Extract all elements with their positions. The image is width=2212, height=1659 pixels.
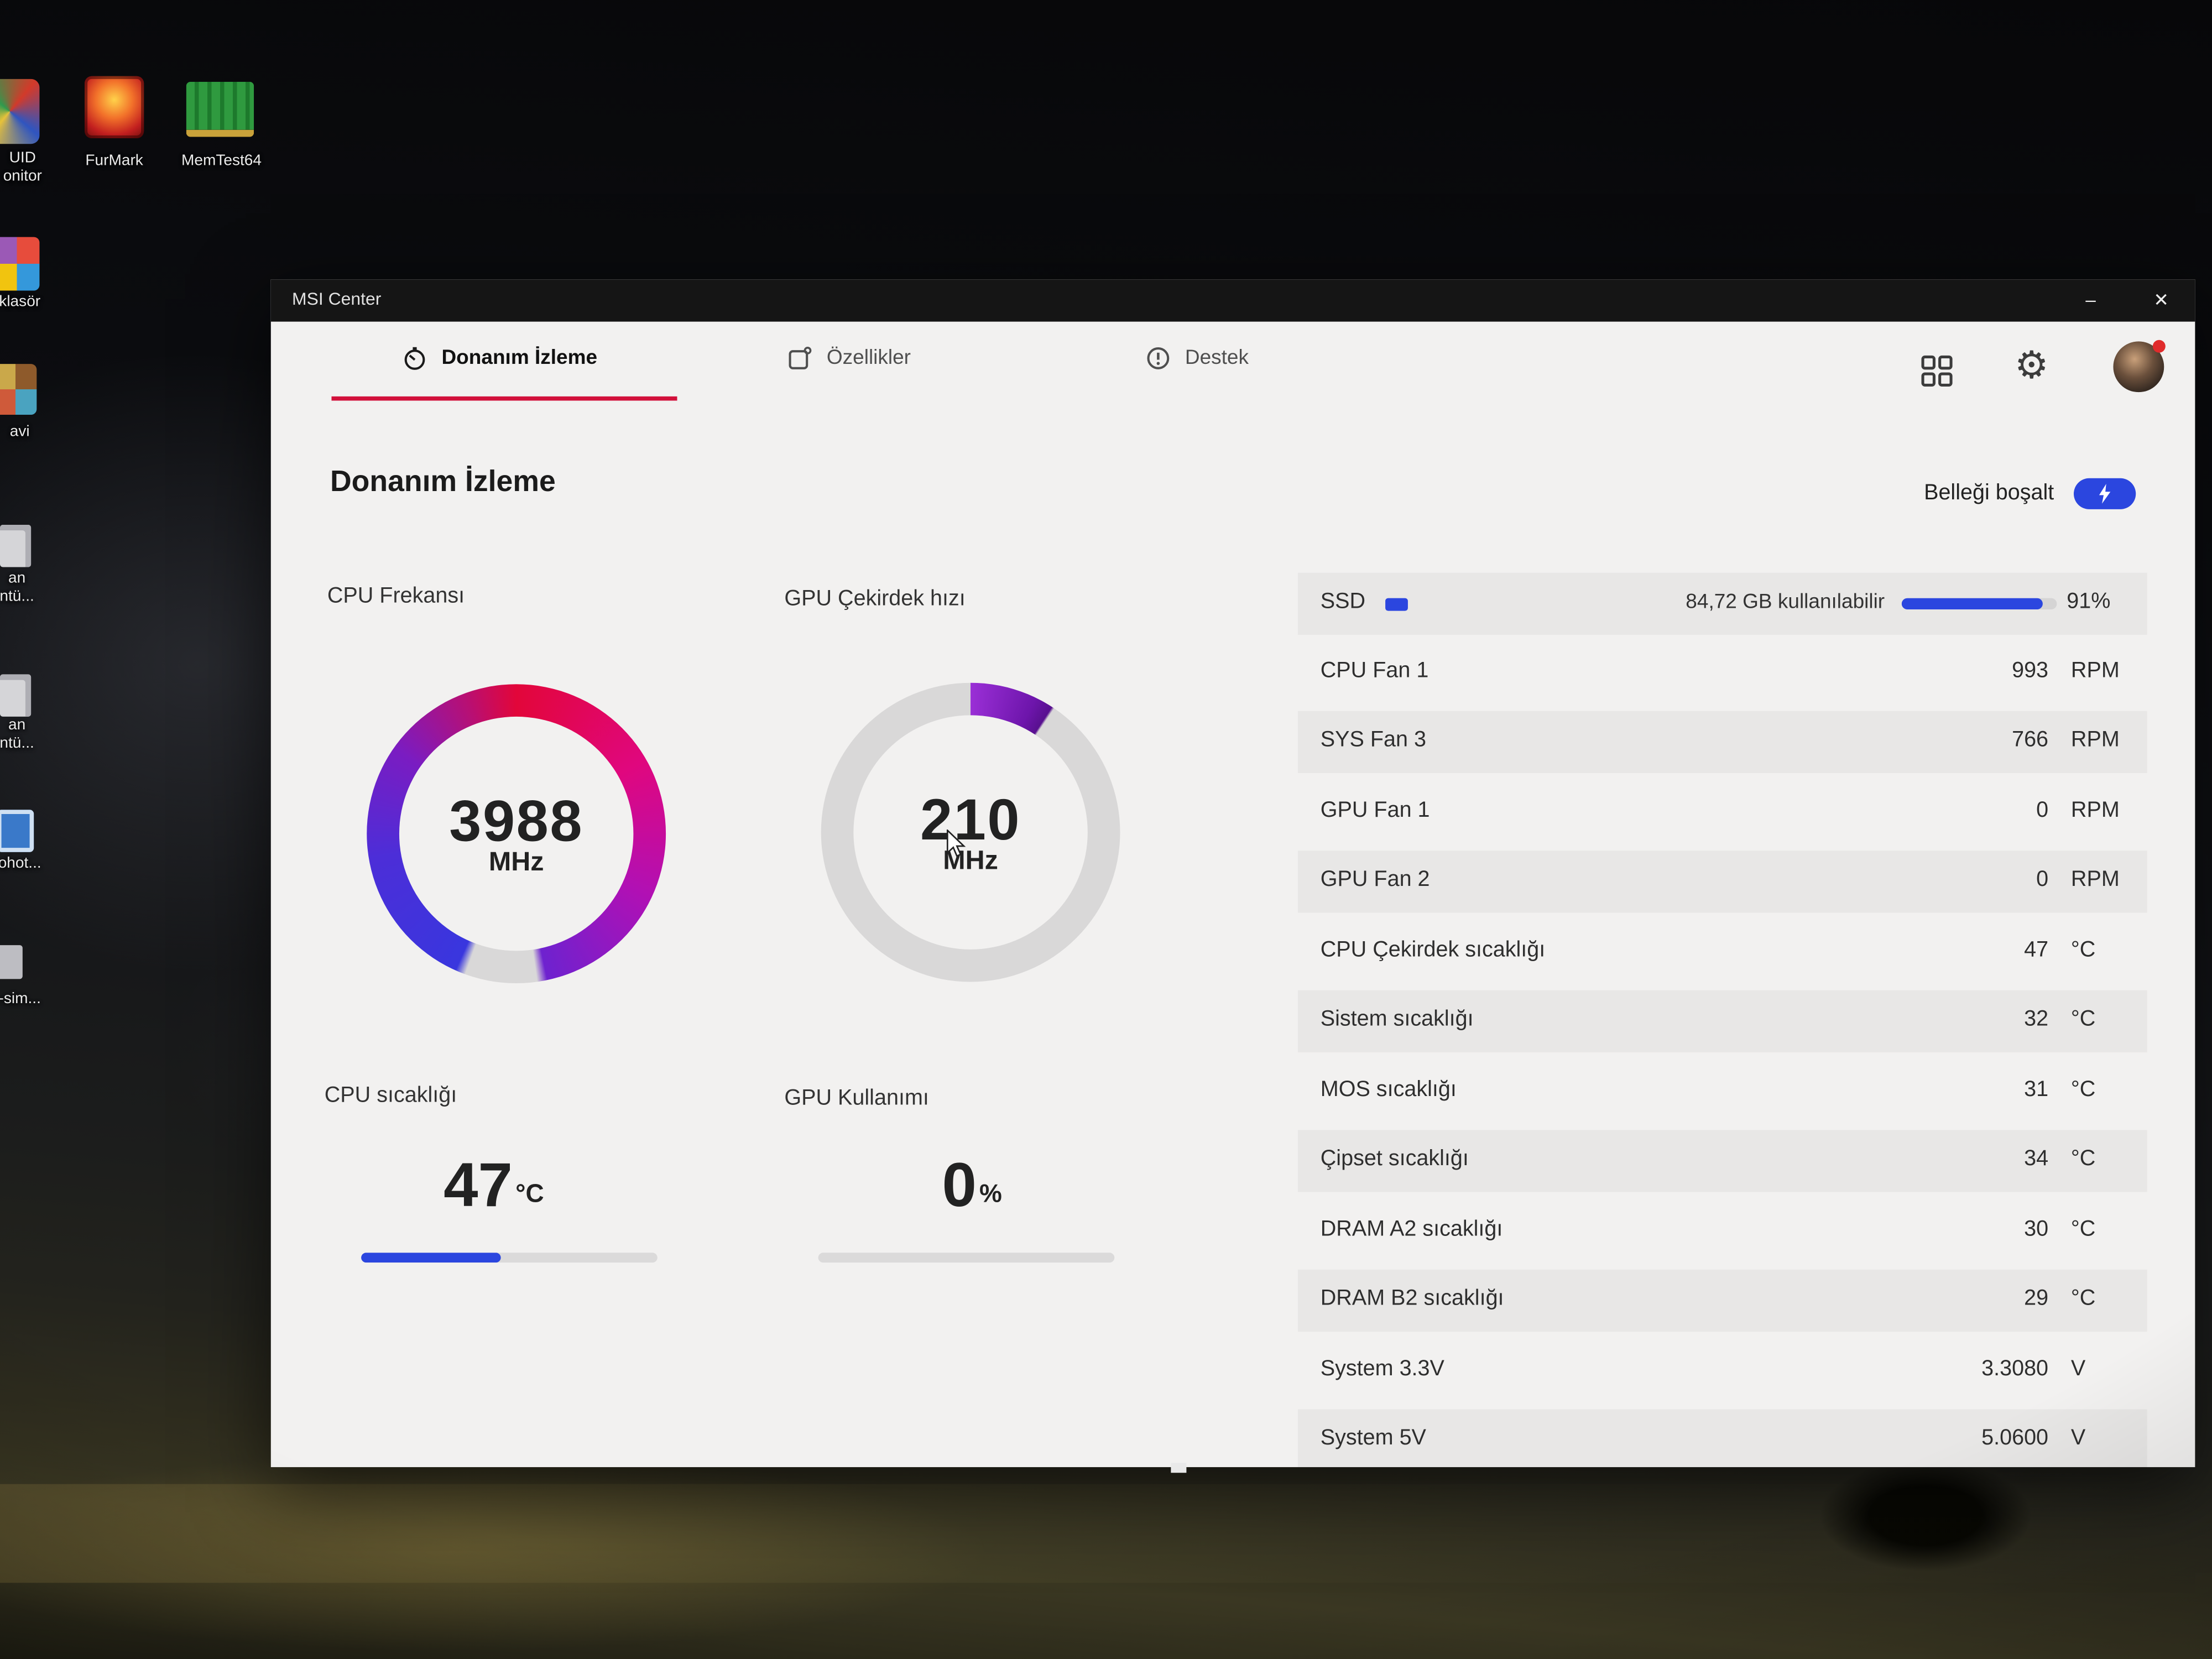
release-memory-button[interactable] (2073, 478, 2136, 509)
desktop-icon-label: avi (9, 423, 30, 440)
gpu-usage-value: 0% (942, 1151, 1002, 1220)
desktop-icon-file[interactable] (0, 674, 32, 717)
desktop-icon-furmark[interactable] (85, 76, 144, 138)
desktop-icon-label: an ntü... (0, 570, 34, 606)
desktop-icon-file[interactable] (0, 524, 32, 567)
gpu-clock-gauge: 210 MHz (821, 682, 1120, 982)
active-tab-underline (331, 396, 677, 401)
sensor-row: DRAM B2 sıcaklığı 29 °C (1297, 1269, 2147, 1332)
lightning-icon (2099, 483, 2111, 504)
ssd-label: SSD (1320, 589, 1366, 614)
desktop-icon-memtest64[interactable] (186, 81, 254, 137)
cpu-frequency-value: 3988 (449, 789, 584, 854)
desktop-icon-label: UID onitor (3, 149, 42, 185)
desktop-icon-label: FurMark (85, 152, 143, 170)
sensor-row: GPU Fan 1 0 RPM (1320, 798, 2120, 823)
settings-gear-icon[interactable]: ⚙ (2014, 344, 2049, 388)
monitor-gauge-icon (402, 346, 427, 371)
sensor-row: MOS sıcaklığı 31 °C (1320, 1077, 2096, 1102)
cpu-frequency-label: CPU Frekansı (327, 584, 465, 608)
gpu-usage-label: GPU Kullanımı (784, 1086, 929, 1110)
cpu-temp-bar (361, 1253, 658, 1263)
desktop-icon-sim[interactable] (0, 945, 23, 979)
sensor-row: GPU Fan 2 0 RPM (1297, 851, 2147, 913)
cpu-temp-label: CPU sıcaklığı (324, 1083, 457, 1108)
window-bottom-notch (1171, 1463, 1187, 1473)
cpu-frequency-gauge: 3988 MHz (367, 684, 666, 984)
desktop-icon-label: an ntü... (0, 716, 34, 752)
cpu-temp-value: 47 °C (444, 1151, 544, 1220)
sensor-row: Çipset sıcaklığı 34 °C (1297, 1130, 2147, 1192)
desktop-icon-cpuid-monitor[interactable] (0, 79, 40, 144)
tab-ozellikler[interactable]: Özellikler (787, 336, 911, 381)
ssd-detail: 84,72 GB kullanılabilir (1686, 591, 1885, 614)
apps-grid-icon[interactable] (1918, 353, 1955, 389)
user-avatar[interactable] (2113, 340, 2166, 393)
ssd-percent: 91% (2067, 589, 2111, 614)
sensor-row: System 3.3V 3.3080 V (1320, 1357, 2086, 1381)
desktop-icon-label: MemTest64 (181, 152, 262, 170)
tab-donanim-izleme[interactable]: Donanım İzleme (402, 336, 597, 381)
mouse-cursor (945, 829, 966, 858)
ssd-usage-bar (1901, 598, 2057, 610)
msi-center-window: MSI Center – ✕ Donanım İzleme Özellikler… (270, 279, 2195, 1468)
minimize-button[interactable]: – (2085, 289, 2096, 311)
sensor-row: CPU Çekirdek sıcaklığı 47 °C (1320, 938, 2096, 962)
sensor-row: CPU Fan 1 993 RPM (1320, 659, 2120, 683)
tab-label: Donanım İzleme (441, 347, 598, 370)
features-icon (787, 346, 812, 371)
cpu-frequency-unit: MHz (488, 848, 544, 878)
gpu-usage-bar (818, 1253, 1115, 1263)
gpu-clock-value: 210 (920, 787, 1021, 852)
window-title: MSI Center (292, 289, 382, 309)
desktop-icon-folder-klasor[interactable] (0, 237, 40, 291)
desktop-icon-label: -sim... (0, 990, 41, 1008)
tab-destek[interactable]: Destek (1145, 336, 1249, 381)
release-memory-label: Belleği boşalt (1924, 481, 2054, 505)
window-titlebar[interactable]: MSI Center – ✕ (270, 279, 2195, 322)
desktop-icon-label: klasör (0, 293, 41, 311)
sensor-row: Sistem sıcaklığı 32 °C (1297, 990, 2147, 1053)
tab-label: Destek (1185, 347, 1249, 370)
tab-label: Özellikler (826, 347, 911, 370)
desktop-icon-photo-app[interactable] (0, 810, 34, 852)
ssd-row: SSD 84,72 GB kullanılabilir 91% (1297, 572, 2147, 635)
sensor-row: SYS Fan 3 766 RPM (1297, 711, 2147, 773)
notification-dot (2152, 340, 2166, 353)
sensor-row: DRAM A2 sıcaklığı 30 °C (1320, 1217, 2096, 1241)
desktop-icon-label: ohot... (0, 854, 41, 872)
page-title: Donanım İzleme (330, 465, 556, 498)
sensor-row: System 5V 5.0600 V (1297, 1409, 2147, 1468)
gpu-clock-label: GPU Çekirdek hızı (784, 587, 966, 611)
support-icon (1145, 346, 1171, 371)
desktop-icon-folder-avi[interactable] (0, 364, 37, 415)
close-button[interactable]: ✕ (2153, 289, 2169, 311)
ssd-chip-icon (1385, 598, 1408, 611)
